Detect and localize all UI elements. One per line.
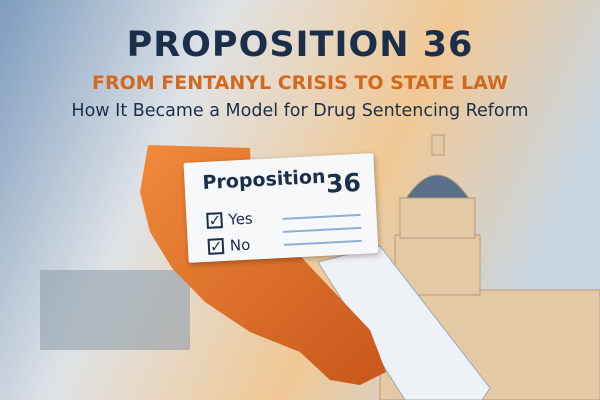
ballot-number: 36 <box>325 167 362 199</box>
ballot-line <box>283 226 362 233</box>
left-building <box>40 270 190 350</box>
subtitle: FROM FENTANYL CRISIS TO STATE LAW <box>91 72 508 94</box>
ballot-line <box>283 239 362 246</box>
ballot-card: Proposition 36 ✓ Yes ✓ No <box>183 153 379 263</box>
tagline: How It Became a Model for Drug Sentencin… <box>71 101 529 121</box>
ballot-title: Proposition <box>202 165 326 195</box>
ballot-option-yes: ✓ Yes <box>206 210 253 230</box>
checkbox-checked-icon: ✓ <box>207 237 225 256</box>
ballot-line <box>282 213 361 220</box>
ballot-option-no: ✓ No <box>207 235 251 256</box>
page-title: PROPOSITION 36 <box>126 25 474 65</box>
checkbox-checked-icon: ✓ <box>206 211 223 230</box>
option-label: Yes <box>228 209 254 229</box>
option-label: No <box>229 235 251 255</box>
